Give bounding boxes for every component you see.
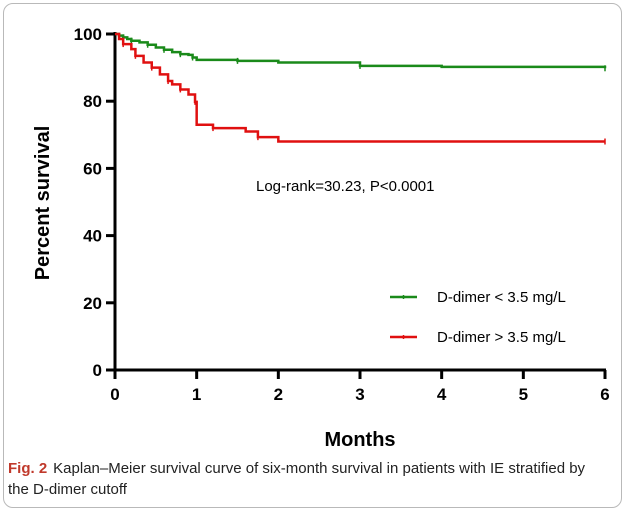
x-tick-label: 0 [110,385,119,404]
x-tick-label: 4 [437,385,447,404]
caption-text: Kaplan–Meier survival curve of six-month… [8,460,586,498]
y-tick-label: 0 [93,361,102,380]
x-tick-label: 5 [519,385,528,404]
legend-label: D-dimer < 3.5 mg/L [437,289,566,306]
legend-label: D-dimer > 3.5 mg/L [437,329,566,346]
y-tick-label: 60 [83,159,102,178]
x-tick-label: 1 [192,385,201,404]
x-axis-title: Months [324,429,395,451]
x-tick-label: 2 [274,385,283,404]
y-tick-label: 100 [74,25,102,44]
y-tick-label: 20 [83,294,102,313]
x-tick-label: 3 [355,385,364,404]
log-rank-annotation: Log-rank=30.23, P<0.0001 [256,178,434,195]
caption-label: Fig. 2 [8,460,48,477]
figure-frame [3,3,622,508]
survival-chart: 0 20 40 60 80 100 0 1 2 3 4 5 6 Log-rank=30.23, P<0.… [32,25,610,451]
x-tick-label: 6 [600,385,609,404]
y-tick-label: 40 [83,227,102,246]
y-axis-title: Percent survival [32,126,54,281]
legend: D-dimer < 3.5 mg/L D-dimer > 3.5 mg/L [390,289,566,346]
survival-curve-1 [115,32,607,69]
y-tick-label: 80 [83,92,102,111]
survival-curve-2 [115,32,605,143]
figure-caption: Fig. 2 Kaplan–Meier survival curve of six… [8,458,608,500]
